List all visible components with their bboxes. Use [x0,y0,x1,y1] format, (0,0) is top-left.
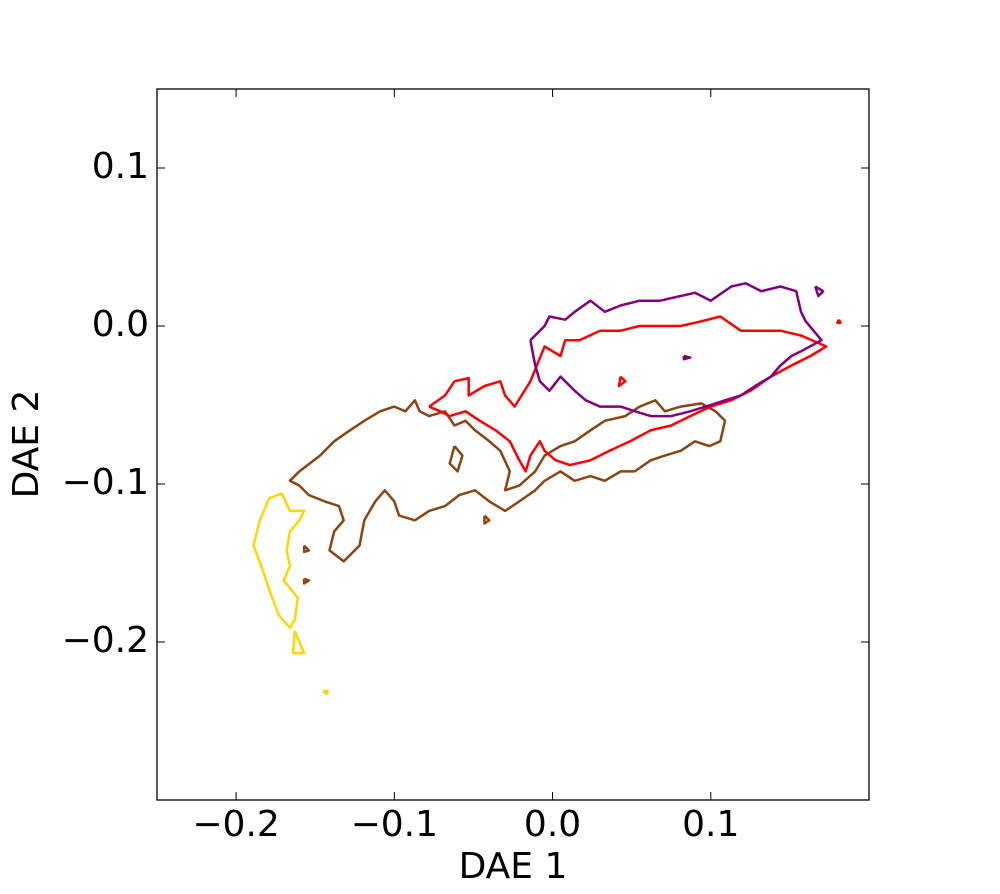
y-tick-label: −0.1 [62,462,149,503]
x-tick-label: −0.1 [351,804,438,845]
contour-line [252,492,330,696]
y-tick-label: 0.1 [92,146,149,187]
contour-line [529,282,825,418]
plot-frame [156,88,870,801]
y-tick-label: 0.0 [92,304,149,345]
contour-line [288,399,727,585]
x-tick-label: 0.1 [682,804,739,845]
x-axis-label: DAE 1 [459,846,568,887]
x-tick-label: −0.2 [192,804,279,845]
x-tick-label: 0.0 [524,804,581,845]
contour-line [428,315,842,473]
y-axis-label: DAE 2 [6,390,47,499]
y-tick-label: −0.2 [62,620,149,661]
